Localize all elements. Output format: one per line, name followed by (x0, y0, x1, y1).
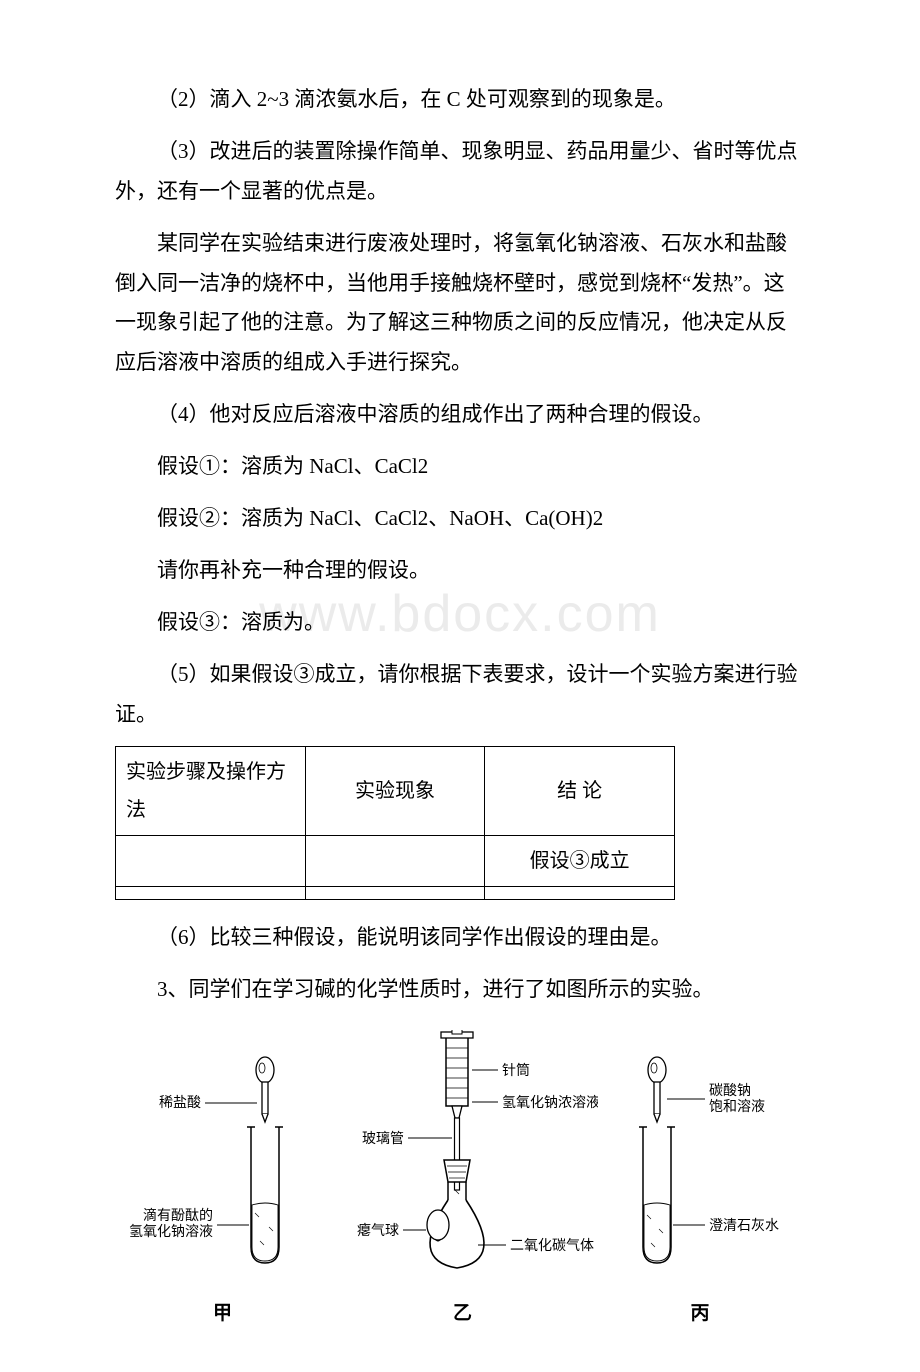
yi-naoh-label: 氢氧化钠浓溶液 (502, 1094, 598, 1110)
diagram-yi-svg: 针筒 氢氧化钠浓溶液 玻璃管 瘪气球 二氧化碳气体 (328, 1030, 598, 1280)
bing-bottom-label: 澄清石灰水 (709, 1217, 779, 1233)
table-row (116, 887, 675, 900)
experiment-table: 实验步骤及操作方法 实验现象 结 论 假设③成立 (115, 746, 675, 900)
jia-bottom-label2: 氢氧化钠溶液 (129, 1223, 213, 1239)
diagram-bing-svg: 碳酸钠 饱和溶液 澄清石灰水 (605, 1055, 795, 1280)
hypothesis-3: 假设③：溶质为。 (115, 603, 805, 643)
hypothesis-2: 假设②：溶质为 NaCl、CaCl2、NaOH、Ca(OH)2 (115, 499, 805, 539)
yi-needle-label: 针筒 (502, 1062, 530, 1078)
yi-tube-label: 玻璃管 (362, 1130, 404, 1146)
paragraph-5: （5）如果假设③成立，请你根据下表要求，设计一个实验方案进行验证。 (115, 655, 805, 735)
table-header-steps: 实验步骤及操作方法 (116, 747, 306, 836)
jia-top-label: 稀盐酸 (159, 1094, 201, 1110)
paragraph-4: （4）他对反应后溶液中溶质的组成作出了两种合理的假设。 (115, 395, 805, 435)
paragraph-2: （2）滴入 2~3 滴浓氨水后，在 C 处可观察到的现象是。 (115, 80, 805, 120)
table-cell (116, 887, 306, 900)
table-cell (305, 836, 485, 887)
yi-balloon-label: 瘪气球 (357, 1222, 399, 1238)
table-header-conclusion: 结 论 (485, 747, 675, 836)
document-body: （2）滴入 2~3 滴浓氨水后，在 C 处可观察到的现象是。 （3）改进后的装置… (115, 80, 805, 1332)
table-header-phenomenon: 实验现象 (305, 747, 485, 836)
bing-top-label1: 碳酸钠 (709, 1082, 751, 1098)
table-cell (116, 836, 306, 887)
diagram-jia: 稀盐酸 滴有酚酞的 氢氧化钠溶液 甲 (125, 1055, 320, 1332)
paragraph-story: 某同学在实验结束进行废液处理时，将氢氧化钠溶液、石灰水和盐酸倒入同一洁净的烧杯中… (115, 224, 805, 384)
supplement-prompt: 请你再补充一种合理的假设。 (115, 551, 805, 591)
table-row: 假设③成立 (116, 836, 675, 887)
table-cell (485, 887, 675, 900)
hypothesis-1: 假设①：溶质为 NaCl、CaCl2 (115, 447, 805, 487)
table-cell-conclusion: 假设③成立 (485, 836, 675, 887)
experiment-diagrams: 稀盐酸 滴有酚酞的 氢氧化钠溶液 甲 (115, 1030, 805, 1332)
table-cell (305, 887, 485, 900)
jia-bottom-label1: 滴有酚酞的 (143, 1207, 213, 1223)
diagram-yi: 针筒 氢氧化钠浓溶液 玻璃管 瘪气球 二氧化碳气体 乙 (328, 1030, 598, 1332)
bing-top-label2: 饱和溶液 (709, 1098, 765, 1114)
paragraph-6: （6）比较三种假设，能说明该同学作出假设的理由是。 (115, 918, 805, 958)
paragraph-3: （3）改进后的装置除操作简单、现象明显、药品用量少、省时等优点外，还有一个显著的… (115, 132, 805, 212)
paragraph-q3: 3、同学们在学习碱的化学性质时，进行了如图所示的实验。 (115, 970, 805, 1010)
yi-co2-label: 二氧化碳气体 (510, 1237, 594, 1253)
diagram-bing: 碳酸钠 饱和溶液 澄清石灰水 丙 (605, 1055, 795, 1332)
diagram-jia-svg: 稀盐酸 滴有酚酞的 氢氧化钠溶液 (125, 1055, 320, 1280)
table-header-row: 实验步骤及操作方法 实验现象 结 论 (116, 747, 675, 836)
